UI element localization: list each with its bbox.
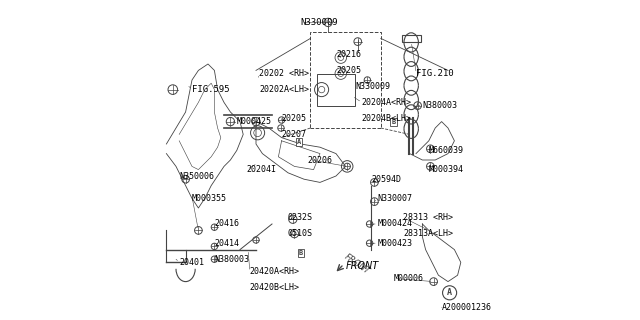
Text: 20420B<LH>: 20420B<LH>	[250, 284, 300, 292]
Text: N330007: N330007	[378, 194, 413, 203]
Text: M000425: M000425	[237, 117, 272, 126]
Text: N350006: N350006	[179, 172, 214, 180]
Text: FIG.595: FIG.595	[192, 85, 230, 94]
Text: 20202A<LH>: 20202A<LH>	[259, 85, 309, 94]
Text: 20420A<RH>: 20420A<RH>	[250, 268, 300, 276]
Text: 28313A<LH>: 28313A<LH>	[403, 229, 453, 238]
Text: FRONT: FRONT	[342, 252, 371, 276]
Text: 20202 <RH>: 20202 <RH>	[259, 69, 309, 78]
Text: M660039: M660039	[429, 146, 464, 155]
Text: 20204I: 20204I	[246, 165, 276, 174]
Text: 20401: 20401	[179, 258, 204, 267]
Text: 20206: 20206	[307, 156, 332, 164]
Text: 20216: 20216	[336, 50, 361, 59]
Text: 20204A<RH>: 20204A<RH>	[362, 98, 412, 107]
Text: M000424: M000424	[378, 220, 413, 228]
Text: M000355: M000355	[192, 194, 227, 203]
Text: 20414: 20414	[214, 239, 239, 248]
Text: M00006: M00006	[394, 274, 424, 283]
Text: 20594D: 20594D	[371, 175, 401, 184]
Text: 20416: 20416	[214, 220, 239, 228]
Text: N330009: N330009	[301, 18, 339, 27]
Text: 20205: 20205	[336, 66, 361, 75]
Text: N330009: N330009	[355, 82, 390, 91]
Text: B: B	[392, 119, 396, 124]
Text: A200001236: A200001236	[442, 303, 492, 312]
Text: 20204B<LH>: 20204B<LH>	[362, 114, 412, 123]
Text: A: A	[297, 140, 301, 145]
Text: FRONT: FRONT	[346, 260, 379, 271]
Text: 0510S: 0510S	[288, 229, 313, 238]
Text: N380003: N380003	[422, 101, 458, 110]
Text: 20205: 20205	[282, 114, 307, 123]
Text: N380003: N380003	[214, 255, 250, 264]
Text: 20207: 20207	[282, 130, 307, 139]
Text: A: A	[447, 288, 452, 297]
Text: M000423: M000423	[378, 239, 413, 248]
Text: B: B	[299, 250, 303, 256]
Text: M000394: M000394	[429, 165, 464, 174]
Text: 0232S: 0232S	[288, 213, 313, 222]
Text: FIG.210: FIG.210	[416, 69, 454, 78]
Text: 28313 <RH>: 28313 <RH>	[403, 213, 453, 222]
